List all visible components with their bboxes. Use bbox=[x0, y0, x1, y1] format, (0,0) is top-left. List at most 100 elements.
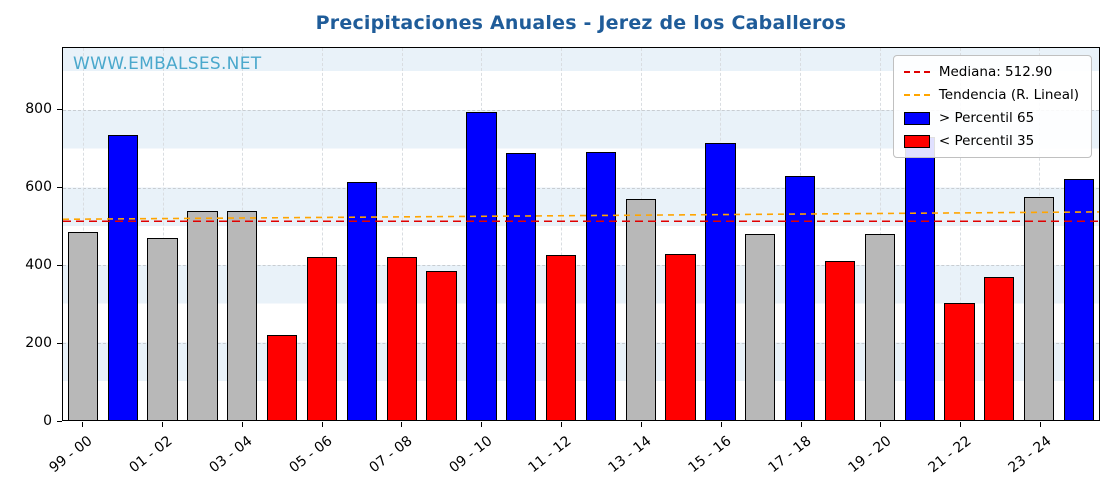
bar-slot bbox=[661, 48, 701, 420]
x-tick-label: 03 - 04 bbox=[206, 433, 256, 477]
bar-slot bbox=[501, 48, 541, 420]
x-tick-label: 99 - 00 bbox=[46, 433, 96, 477]
vertical-gridline bbox=[959, 48, 961, 420]
x-tick-label: 17 - 18 bbox=[765, 433, 815, 477]
legend-label-p65: > Percentil 65 bbox=[938, 110, 1035, 126]
x-tick-mark bbox=[640, 422, 642, 427]
legend-item-p35: < Percentil 35 bbox=[903, 133, 1079, 149]
bar-slot bbox=[701, 48, 741, 420]
bar-slot bbox=[780, 48, 820, 420]
bar-slot bbox=[222, 48, 262, 420]
x-tick-mark bbox=[81, 422, 83, 427]
bar bbox=[147, 237, 178, 420]
y-tick-mark bbox=[57, 109, 62, 111]
bar bbox=[67, 232, 99, 420]
horizontal-gridline bbox=[63, 187, 1099, 189]
bar bbox=[625, 199, 656, 420]
bar-slot bbox=[621, 48, 661, 420]
bar-slot bbox=[900, 48, 940, 420]
x-tick-mark bbox=[321, 422, 323, 427]
x-tick-label: 19 - 20 bbox=[845, 433, 895, 477]
bar-slot bbox=[143, 48, 183, 420]
x-tick-mark bbox=[401, 422, 403, 427]
bar bbox=[426, 270, 457, 420]
bar bbox=[904, 137, 935, 420]
bar bbox=[944, 302, 975, 420]
x-tick-label: 21 - 22 bbox=[925, 433, 975, 477]
horizontal-gridline bbox=[63, 342, 1099, 344]
legend-label-p35: < Percentil 35 bbox=[938, 133, 1035, 149]
x-tick-mark bbox=[960, 422, 962, 427]
bar bbox=[545, 255, 577, 420]
bar bbox=[665, 254, 696, 420]
x-tick-mark bbox=[481, 422, 483, 427]
watermark: WWW.EMBALSES.NET bbox=[73, 54, 262, 74]
bar bbox=[386, 257, 417, 420]
red-bar-sample-icon bbox=[903, 134, 930, 148]
bars-layer bbox=[63, 48, 1099, 420]
bar bbox=[745, 234, 776, 420]
vertical-gridline bbox=[561, 48, 563, 420]
bar-slot bbox=[382, 48, 422, 420]
bar-slot bbox=[940, 48, 980, 420]
x-tick-mark bbox=[161, 422, 163, 427]
y-tick-label: 600 bbox=[25, 179, 52, 196]
bar bbox=[107, 135, 138, 420]
chart-title: Precipitaciones Anuales - Jerez de los C… bbox=[315, 12, 847, 34]
y-tick-mark bbox=[57, 343, 62, 345]
bar bbox=[824, 261, 856, 420]
bar bbox=[784, 175, 816, 420]
vertical-gridline bbox=[162, 48, 164, 420]
bar-slot bbox=[1019, 48, 1059, 420]
legend-label-tendencia: Tendencia (R. Lineal) bbox=[938, 87, 1079, 103]
x-tick-mark bbox=[241, 422, 243, 427]
bar-slot bbox=[103, 48, 143, 420]
y-tick-label: 800 bbox=[25, 101, 52, 118]
x-tick-mark bbox=[800, 422, 802, 427]
bar bbox=[1024, 197, 1055, 420]
bar bbox=[705, 142, 736, 420]
x-tick-label: 11 - 12 bbox=[525, 433, 575, 477]
bar-slot bbox=[541, 48, 581, 420]
bar-slot bbox=[740, 48, 780, 420]
x-tick-label: 09 - 10 bbox=[446, 433, 496, 477]
y-tick-label: 0 bbox=[43, 413, 52, 429]
x-tick-mark bbox=[720, 422, 722, 427]
x-tick-label: 15 - 16 bbox=[685, 433, 735, 477]
bar-slot bbox=[63, 48, 103, 420]
x-tick-mark bbox=[1040, 422, 1042, 427]
y-tick-label: 200 bbox=[25, 335, 52, 352]
legend-label-mediana: Mediana: 512.90 bbox=[938, 64, 1053, 80]
bar bbox=[267, 334, 298, 420]
y-tick-label: 400 bbox=[25, 257, 52, 274]
legend-item-p65: > Percentil 65 bbox=[903, 110, 1079, 126]
bar-slot bbox=[979, 48, 1019, 420]
horizontal-gridline bbox=[63, 265, 1099, 266]
x-tick-label: 01 - 02 bbox=[126, 433, 176, 477]
y-tick-mark bbox=[57, 265, 62, 267]
trend-line-sample-icon bbox=[903, 94, 930, 96]
legend-item-tendencia: Tendencia (R. Lineal) bbox=[903, 87, 1079, 103]
bar bbox=[864, 234, 895, 420]
y-tick-mark bbox=[57, 187, 62, 189]
x-tick-label: 13 - 14 bbox=[605, 433, 655, 477]
blue-bar-sample-icon bbox=[903, 111, 930, 125]
bar-slot bbox=[820, 48, 860, 420]
bar bbox=[306, 257, 338, 420]
x-tick-mark bbox=[880, 422, 882, 427]
horizontal-gridline bbox=[63, 110, 1099, 111]
bar-slot bbox=[342, 48, 382, 420]
bar-slot bbox=[183, 48, 223, 420]
bar bbox=[466, 111, 497, 420]
vertical-gridline bbox=[401, 48, 403, 420]
bar bbox=[187, 210, 218, 420]
legend-item-mediana: Mediana: 512.90 bbox=[903, 64, 1079, 80]
x-tick-label: 07 - 08 bbox=[366, 433, 416, 477]
bar bbox=[1063, 178, 1095, 420]
bar bbox=[984, 276, 1015, 420]
bar-slot bbox=[302, 48, 342, 420]
bar bbox=[227, 210, 258, 420]
plot-area: WWW.EMBALSES.NET Mediana: 512.90 Tendenc… bbox=[62, 47, 1100, 421]
bar-slot bbox=[461, 48, 501, 420]
